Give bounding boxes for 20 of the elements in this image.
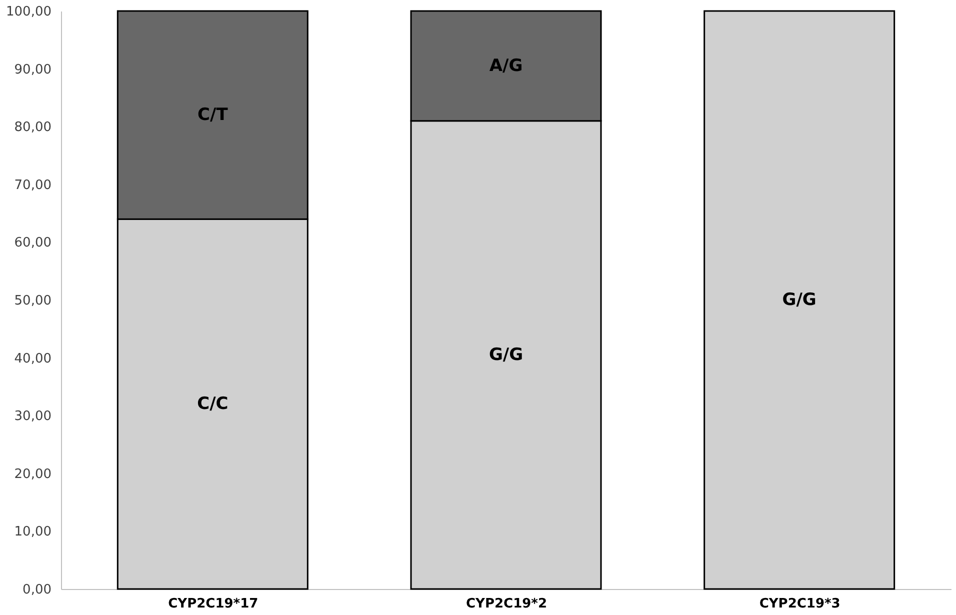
y-tick-label: 80,00 <box>14 120 52 136</box>
y-tick-label: 30,00 <box>14 409 52 424</box>
x-tick-label: CYP2C19*3 <box>759 596 840 612</box>
y-tick-label: 90,00 <box>14 62 52 78</box>
y-tick-label: 70,00 <box>14 178 52 193</box>
y-tick-label: 50,00 <box>14 294 52 308</box>
y-tick-label: 60,00 <box>14 236 52 251</box>
y-tick-label: 0,00 <box>22 582 52 598</box>
data-label: C/C <box>197 394 228 414</box>
data-label: G/G <box>782 290 816 310</box>
data-label: C/T <box>198 105 228 126</box>
y-tick-label: 40,00 <box>14 351 52 366</box>
data-label: A/G <box>489 56 523 76</box>
bar <box>704 10 896 590</box>
y-tick-label: 20,00 <box>14 466 52 482</box>
x-tick-label: CYP2C19*17 <box>168 596 258 612</box>
y-tick-label: 10,00 <box>14 524 52 540</box>
data-label: G/G <box>488 344 524 365</box>
x-tick-label: CYP2C19*2 <box>466 596 548 612</box>
y-tick-label: 100,00 <box>6 4 52 20</box>
